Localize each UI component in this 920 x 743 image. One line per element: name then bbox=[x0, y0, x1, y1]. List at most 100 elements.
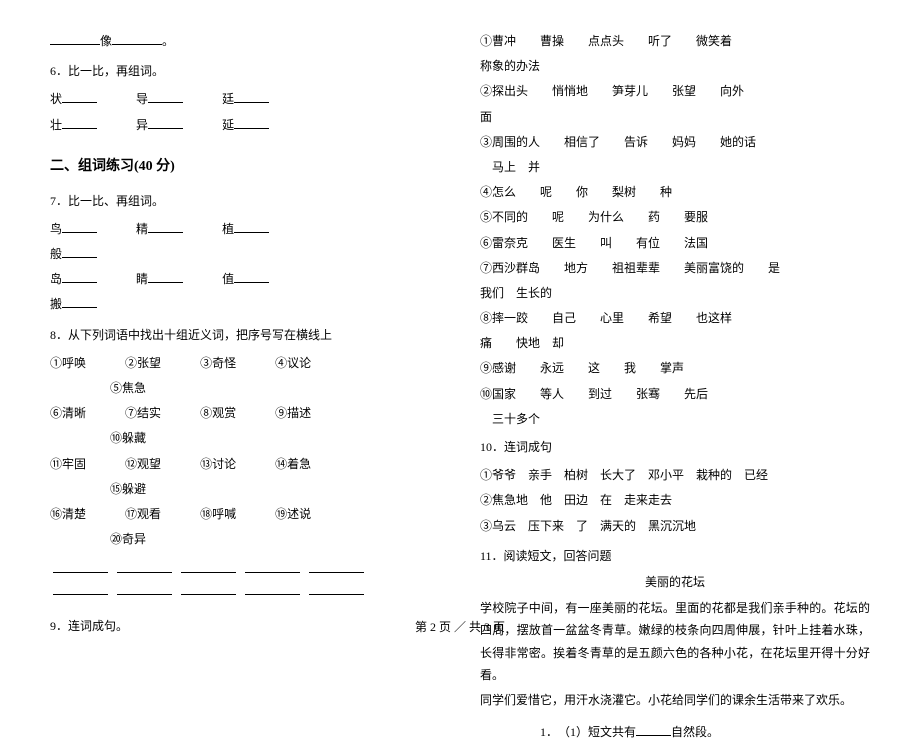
q11-para1: 学校院子中间，有一座美丽的花坛。里面的花都是我们亲手种的。花坛的四周，摆放首一盆… bbox=[480, 597, 870, 686]
blank bbox=[62, 269, 97, 283]
char: 异 bbox=[136, 118, 148, 132]
q8-answer-blanks bbox=[50, 558, 440, 602]
sentence-line-cont: 三十多个 bbox=[480, 408, 870, 430]
blank bbox=[53, 583, 108, 595]
item: ⑳奇异 bbox=[110, 532, 146, 546]
char: 值 bbox=[222, 272, 234, 286]
sentence-line: ③周围的人 相信了 告诉 妈妈 她的话 bbox=[480, 131, 870, 153]
blank bbox=[245, 583, 300, 595]
blank bbox=[309, 583, 364, 595]
item: ②张望 bbox=[125, 356, 161, 370]
q7-row4: 搬 bbox=[50, 293, 440, 315]
blank bbox=[53, 561, 108, 573]
blank bbox=[148, 219, 183, 233]
blank bbox=[234, 219, 269, 233]
item: ⑩躲藏 bbox=[110, 431, 146, 445]
blank bbox=[62, 89, 97, 103]
sentence-line: ①曹冲 曹操 点点头 听了 微笑着 bbox=[480, 30, 870, 52]
q8-row1: ①呼唤 ②张望 ③奇怪 ④议论 bbox=[50, 352, 440, 374]
blank bbox=[62, 294, 97, 308]
char: 廷 bbox=[222, 92, 234, 106]
blank bbox=[234, 89, 269, 103]
char: 导 bbox=[136, 92, 148, 106]
item: ⑲述说 bbox=[275, 507, 311, 521]
q8-row2b: ⑩躲藏 bbox=[50, 427, 440, 449]
q11-passage-title: 美丽的花坛 bbox=[480, 571, 870, 593]
blank bbox=[62, 244, 97, 258]
q8-row1b: ⑤焦急 bbox=[50, 377, 440, 399]
item: ⑫观望 bbox=[125, 457, 161, 471]
sentence-line-cont: 马上 并 bbox=[480, 156, 870, 178]
q9-sentences: ①曹冲 曹操 点点头 听了 微笑着称象的办法②探出头 悄悄地 笋芽儿 张望 向外… bbox=[480, 30, 870, 430]
q8-title: 8．从下列词语中找出十组近义词，把序号写在横线上 bbox=[50, 324, 440, 346]
right-column: ①曹冲 曹操 点点头 听了 微笑着称象的办法②探出头 悄悄地 笋芽儿 张望 向外… bbox=[480, 30, 870, 610]
sentence-line: ⑦西沙群岛 地方 祖祖辈辈 美丽富饶的 是 bbox=[480, 257, 870, 279]
blank bbox=[181, 561, 236, 573]
q7-title: 7．比一比、再组词。 bbox=[50, 190, 440, 212]
item: ④议论 bbox=[275, 356, 311, 370]
q7-row3: 岛 睛 值 bbox=[50, 268, 440, 290]
blank bbox=[309, 561, 364, 573]
blank bbox=[245, 561, 300, 573]
char: 岛 bbox=[50, 272, 62, 286]
text: 自然段。 bbox=[671, 725, 719, 739]
item: ③奇怪 bbox=[200, 356, 236, 370]
item: ⑰观看 bbox=[125, 507, 161, 521]
item: ⑱呼喊 bbox=[200, 507, 236, 521]
blank bbox=[234, 269, 269, 283]
item: ⑧观赏 bbox=[200, 406, 236, 420]
char: 精 bbox=[136, 222, 148, 236]
blank bbox=[117, 561, 172, 573]
q11-sub1: 1． （1）短文共有 自然段。 bbox=[540, 721, 870, 743]
char: 鸟 bbox=[50, 222, 62, 236]
blank bbox=[117, 583, 172, 595]
section-2-title: 二、组词练习(40 分) bbox=[50, 154, 440, 180]
q9-title: 9．连词成句。 bbox=[50, 615, 440, 637]
sentence-line-cont: 面 bbox=[480, 106, 870, 128]
q8-row4b: ⑳奇异 bbox=[50, 528, 440, 550]
q6-row2: 壮 异 延 bbox=[50, 114, 440, 136]
blank bbox=[636, 722, 671, 736]
q8-row4: ⑯清楚 ⑰观看 ⑱呼喊 ⑲述说 bbox=[50, 503, 440, 525]
item: ⑦结实 bbox=[125, 406, 161, 420]
item: ⑭着急 bbox=[275, 457, 311, 471]
q7-row2: 般 bbox=[50, 243, 440, 265]
left-column: 像。 6．比一比，再组词。 状 导 廷 壮 异 延 二、组词练习(40 分) 7… bbox=[50, 30, 440, 610]
blank bbox=[181, 583, 236, 595]
q10-item-3: ③乌云 压下来 了 满天的 黑沉沉地 bbox=[480, 515, 870, 537]
char: 状 bbox=[50, 92, 62, 106]
q5-remainder: 像。 bbox=[50, 30, 440, 52]
sentence-line: ④怎么 呢 你 梨树 种 bbox=[480, 181, 870, 203]
q6-row1: 状 导 廷 bbox=[50, 88, 440, 110]
q10-item-2: ②焦急地 他 田边 在 走来走去 bbox=[480, 489, 870, 511]
item: ⑨描述 bbox=[275, 406, 311, 420]
char: 壮 bbox=[50, 118, 62, 132]
q11-title: 11．阅读短文，回答问题 bbox=[480, 545, 870, 567]
sentence-line: ⑤不同的 呢 为什么 药 要服 bbox=[480, 206, 870, 228]
char: 睛 bbox=[136, 272, 148, 286]
char: 般 bbox=[50, 247, 62, 261]
q11-para2: 同学们爱惜它，用汗水浇灌它。小花给同学们的课余生活带来了欢乐。 bbox=[480, 689, 870, 711]
sentence-line-cont: 称象的办法 bbox=[480, 55, 870, 77]
text: 1． （1）短文共有 bbox=[540, 725, 636, 739]
q8-row2: ⑥清晰 ⑦结实 ⑧观赏 ⑨描述 bbox=[50, 402, 440, 424]
sentence-line: ⑩国家 等人 到过 张骞 先后 bbox=[480, 383, 870, 405]
char: 延 bbox=[222, 118, 234, 132]
q8-row3b: ⑮躲避 bbox=[50, 478, 440, 500]
sentence-line: ⑥雷奈克 医生 叫 有位 法国 bbox=[480, 232, 870, 254]
char: 植 bbox=[222, 222, 234, 236]
item: ⑪牢固 bbox=[50, 457, 86, 471]
blank bbox=[148, 269, 183, 283]
blank bbox=[50, 31, 100, 45]
q7-row1: 鸟 精 植 bbox=[50, 218, 440, 240]
q6-title: 6．比一比，再组词。 bbox=[50, 60, 440, 82]
item: ⑥清晰 bbox=[50, 406, 86, 420]
q10-title: 10．连词成句 bbox=[480, 436, 870, 458]
item: ⑬讨论 bbox=[200, 457, 236, 471]
char: 搬 bbox=[50, 297, 62, 311]
blank bbox=[62, 115, 97, 129]
sentence-line: ⑨感谢 永远 这 我 掌声 bbox=[480, 357, 870, 379]
blank bbox=[148, 115, 183, 129]
sentence-line-cont: 痛 快地 却 bbox=[480, 332, 870, 354]
q10-item-1: ①爷爷 亲手 柏树 长大了 邓小平 栽种的 已经 bbox=[480, 464, 870, 486]
